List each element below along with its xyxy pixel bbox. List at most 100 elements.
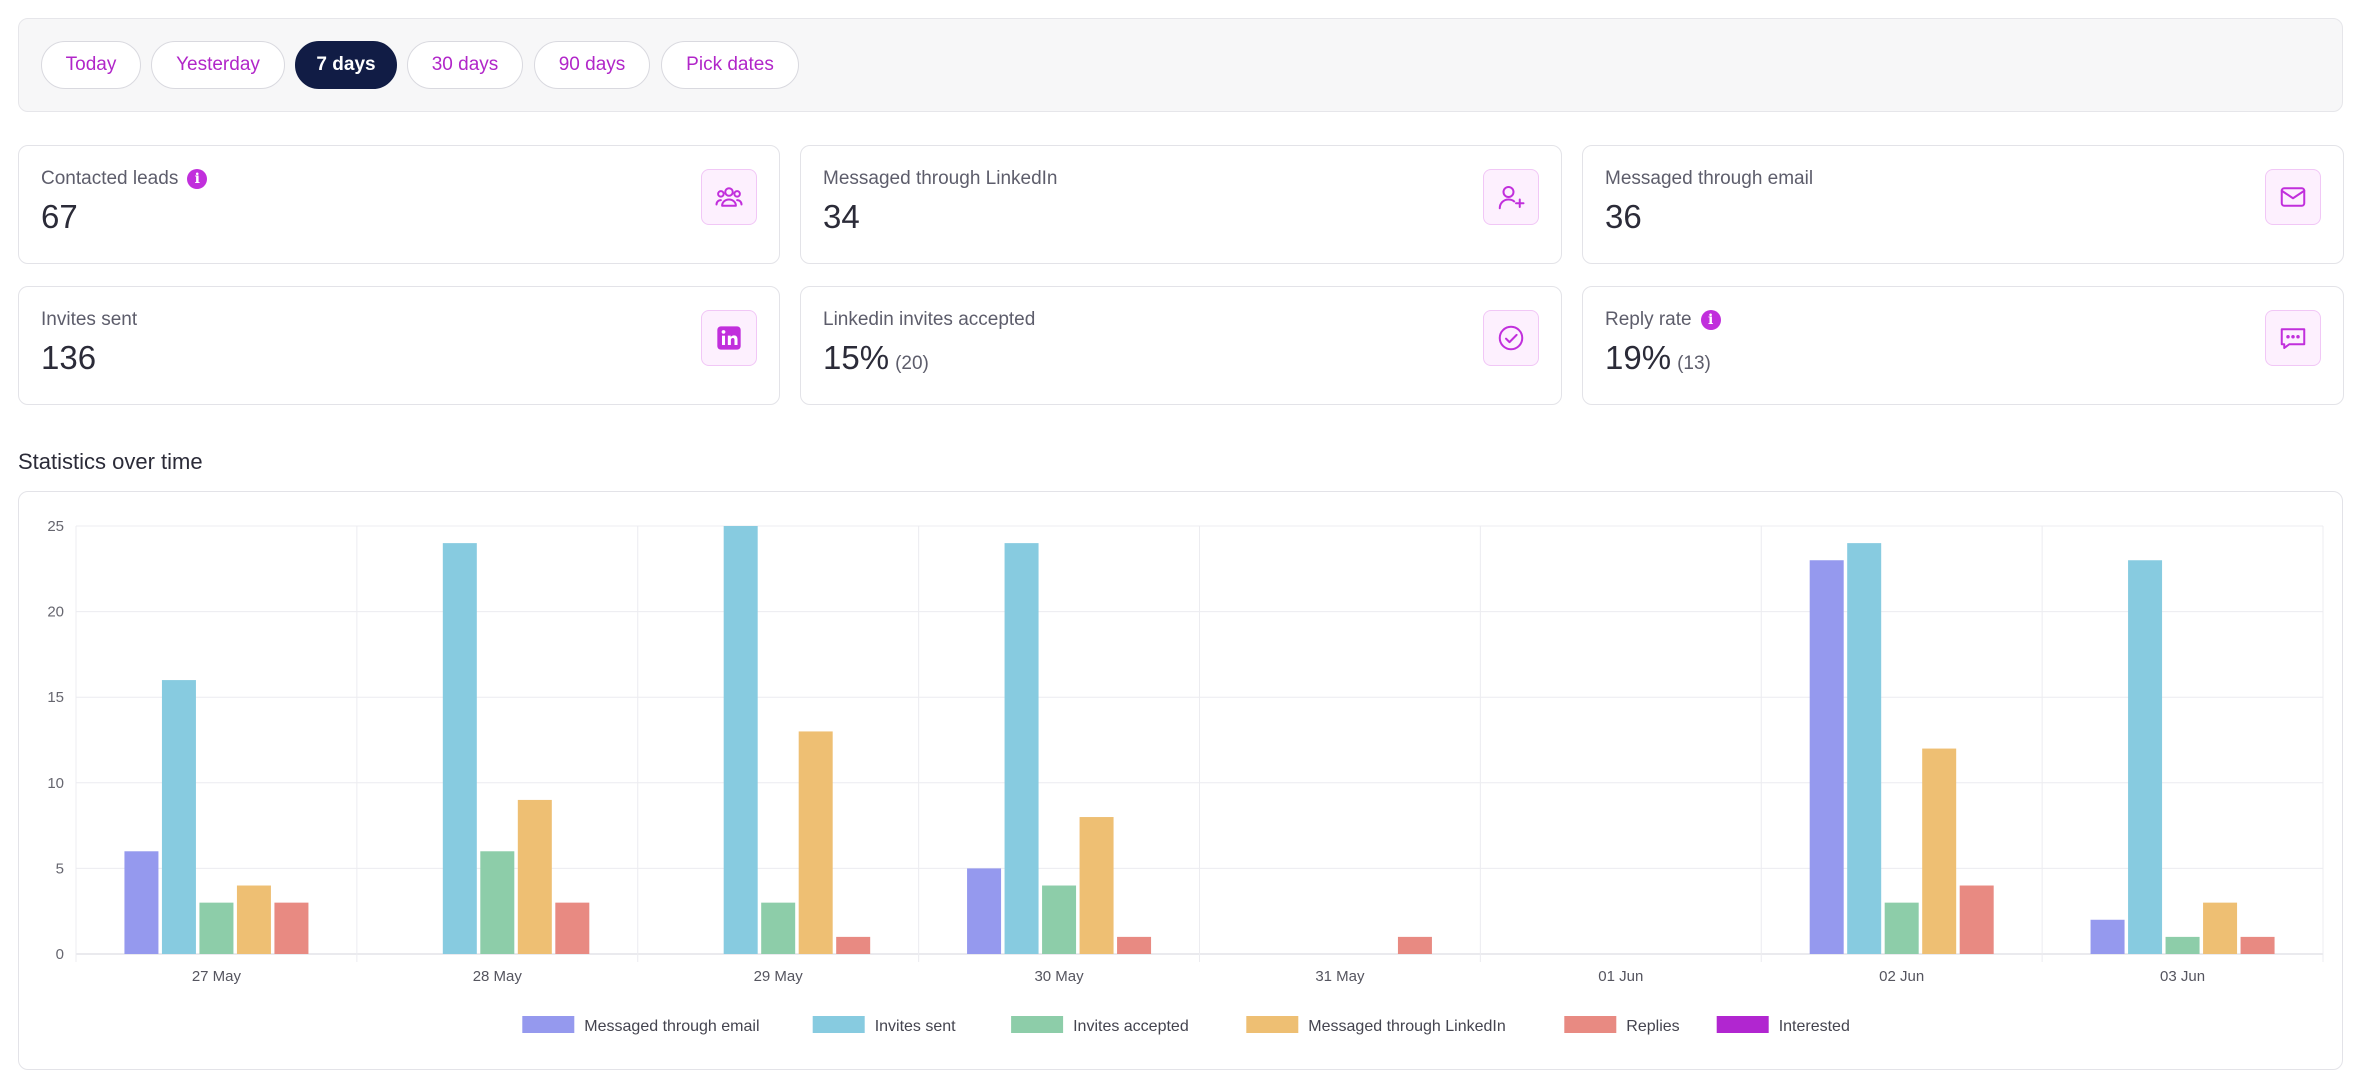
- bar-1-3: [1004, 543, 1039, 954]
- range-yesterday-button[interactable]: Yesterday: [151, 41, 285, 89]
- bar-4-7: [2240, 936, 2275, 954]
- y-tick-label: 0: [56, 946, 64, 963]
- bar-3-3: [1079, 817, 1114, 954]
- legend-label: Replies: [1626, 1018, 1679, 1035]
- bar-1-0: [161, 680, 196, 954]
- messaged-linkedin-card: Messaged through LinkedIn 34: [800, 145, 1562, 264]
- bar-2-0: [199, 902, 234, 954]
- y-tick-label: 15: [47, 689, 64, 706]
- legend-swatch: [1011, 1016, 1064, 1033]
- section-title: Statistics over time: [18, 449, 203, 474]
- chat-icon: [2265, 310, 2321, 366]
- bar-2-3: [1042, 885, 1077, 954]
- messaged-email-value: 36: [1605, 198, 1642, 235]
- bar-4-1: [555, 902, 590, 954]
- bar-3-2: [798, 731, 833, 954]
- range-30-days-button[interactable]: 30 days: [407, 41, 523, 89]
- invites-sent-card: Invites sent 136: [18, 286, 780, 405]
- bar-1-2: [723, 526, 758, 954]
- bar-2-2: [761, 902, 796, 954]
- bar-0-0: [124, 851, 159, 954]
- x-tick-label: 29 May: [754, 968, 804, 985]
- messaged-linkedin-label: Messaged through LinkedIn: [823, 168, 1058, 189]
- bar-1-6: [1847, 543, 1882, 954]
- bar-3-0: [236, 885, 271, 954]
- x-tick-label: 27 May: [192, 968, 242, 985]
- bar-2-6: [1884, 902, 1919, 954]
- reply-rate-card: Reply rate i 19% (13): [1582, 286, 2344, 405]
- linkedin-icon: [701, 310, 757, 366]
- user-plus-icon: [1483, 169, 1539, 225]
- y-tick-label: 25: [47, 518, 64, 535]
- y-tick-label: 10: [47, 775, 64, 792]
- legend-label: Messaged through LinkedIn: [1308, 1018, 1505, 1035]
- bar-0-7: [2090, 919, 2125, 954]
- messaged-email-card: Messaged through email 36: [1582, 145, 2344, 264]
- messaged-email-label: Messaged through email: [1605, 168, 1814, 189]
- invites-accepted-label: Linkedin invites accepted: [823, 309, 1036, 330]
- invites-sent-label: Invites sent: [41, 309, 138, 330]
- invites-accepted-card: Linkedin invites accepted 15% (20): [800, 286, 1562, 405]
- messaged-email-label-row: Messaged through email: [1605, 168, 1813, 190]
- range-today-button[interactable]: Today: [41, 41, 141, 89]
- bar-0-3: [967, 868, 1002, 954]
- legend-label: Interested: [1779, 1018, 1850, 1035]
- x-tick-label: 30 May: [1034, 968, 1084, 985]
- bar-4-0: [274, 902, 309, 954]
- legend-swatch: [522, 1016, 575, 1033]
- bar-2-1: [480, 851, 515, 954]
- users-icon: [701, 169, 757, 225]
- legend-swatch: [1246, 1016, 1299, 1033]
- x-tick-label: 28 May: [473, 968, 523, 985]
- legend-swatch: [812, 1016, 865, 1033]
- reply-rate-count: (13): [1677, 353, 1711, 374]
- contacted-leads-label-row: Contacted leads i: [41, 168, 208, 190]
- range-7-days-button[interactable]: 7 days: [295, 41, 397, 89]
- range-90-days-button[interactable]: 90 days: [534, 41, 650, 89]
- check-circle-icon: [1483, 310, 1539, 366]
- legend-swatch: [1564, 1016, 1617, 1033]
- messaged-linkedin-value: 34: [823, 198, 860, 235]
- statistics-chart-card: 0 5 10 15 20 25 27 May 28 May 29 May 30 May 31 May…: [18, 491, 2343, 1070]
- invites-accepted-value: 15%: [823, 339, 890, 376]
- mail-icon: [2265, 169, 2321, 225]
- y-tick-label: 5: [56, 860, 64, 877]
- range-pick-dates-button[interactable]: Pick dates: [661, 41, 799, 89]
- date-range-bar: Today Yesterday 7 days 30 days 90 days P…: [18, 18, 2343, 112]
- messaged-linkedin-label-row: Messaged through LinkedIn: [823, 168, 1058, 190]
- info-icon[interactable]: i: [187, 169, 208, 189]
- invites-accepted-count: (20): [895, 353, 929, 374]
- bar-3-1: [517, 799, 552, 954]
- contacted-leads-card: Contacted leads i 67: [18, 145, 780, 264]
- bar-1-1: [442, 543, 477, 954]
- bar-0-6: [1809, 560, 1844, 954]
- y-tick-label: 20: [47, 604, 64, 621]
- invites-accepted-value-row: 15% (20): [823, 339, 929, 377]
- bar-2-7: [2165, 936, 2200, 954]
- bar-3-7: [2203, 902, 2238, 954]
- contacted-leads-label: Contacted leads: [41, 168, 179, 189]
- x-tick-label: 02 Jun: [1879, 968, 1924, 985]
- legend-swatch: [1716, 1016, 1769, 1033]
- bar-4-6: [1959, 885, 1994, 954]
- legend-label: Invites accepted: [1073, 1018, 1189, 1035]
- invites-sent-value: 136: [41, 339, 97, 376]
- reply-rate-label: Reply rate: [1605, 309, 1692, 330]
- x-tick-label: 31 May: [1315, 968, 1365, 985]
- bar-3-6: [1922, 748, 1957, 954]
- invites-accepted-label-row: Linkedin invites accepted: [823, 309, 1035, 331]
- info-icon[interactable]: i: [1700, 310, 1721, 330]
- reply-rate-label-row: Reply rate i: [1605, 309, 1721, 331]
- bar-1-7: [2128, 560, 2163, 954]
- legend-label: Invites sent: [875, 1018, 956, 1035]
- statistics-bar-chart: 0 5 10 15 20 25 27 May 28 May 29 May 30 May 31 May…: [47, 518, 2324, 1035]
- legend-label: Messaged through email: [584, 1018, 759, 1035]
- contacted-leads-value: 67: [41, 198, 78, 235]
- x-tick-label: 03 Jun: [2160, 968, 2205, 985]
- invites-sent-label-row: Invites sent: [41, 309, 137, 331]
- reply-rate-value: 19%: [1605, 339, 1672, 376]
- bar-4-2: [836, 936, 871, 954]
- x-tick-label: 01 Jun: [1598, 968, 1643, 985]
- bar-4-3: [1117, 936, 1152, 954]
- reply-rate-value-row: 19% (13): [1605, 339, 1711, 377]
